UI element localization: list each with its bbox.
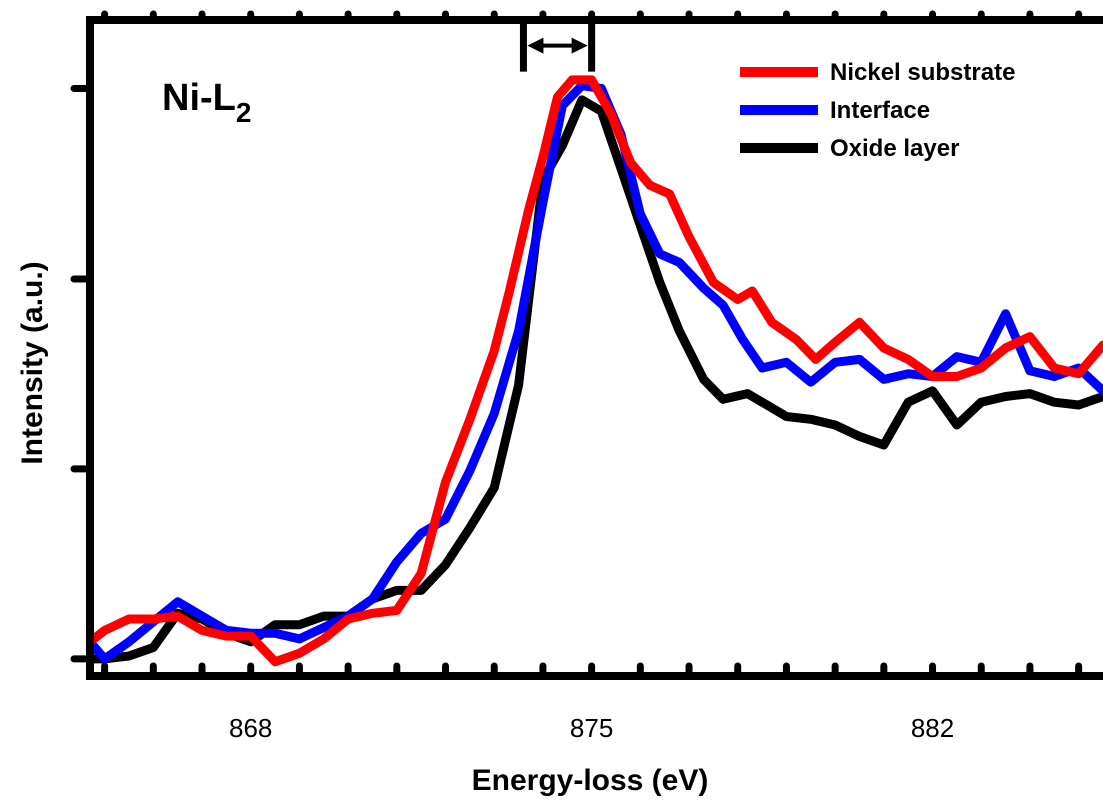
x-tick-label: 868 (229, 713, 272, 743)
panel-label: Ni-L2 (162, 77, 251, 128)
legend-label: Nickel substrate (830, 59, 1015, 86)
legend: Nickel substrate Interface Oxide layer (740, 59, 1015, 162)
y-axis-title: Intensity (a.u.) (16, 261, 49, 464)
marker-arrowhead-right (571, 37, 588, 54)
x-tick-label: 875 (570, 713, 613, 743)
plot-frame (86, 16, 1103, 680)
marker-arrowhead-left (527, 37, 544, 54)
x-axis-title: Energy-loss (eV) (472, 764, 709, 797)
series-layer (90, 75, 1103, 667)
peak-shift-marker (519, 23, 596, 72)
x-tick-labels: 868 875 882 (229, 713, 954, 743)
panel-label-main: Ni-L (162, 77, 236, 119)
svg-text:Ni-L2: Ni-L2 (162, 77, 251, 128)
legend-label: Interface (830, 97, 930, 124)
plot-background (90, 20, 1103, 676)
series-line-nickel-substrate (90, 75, 1103, 667)
legend-label: Oxide layer (830, 135, 959, 162)
panel-label-subscript: 2 (236, 97, 252, 128)
x-tick-label: 882 (911, 713, 954, 743)
